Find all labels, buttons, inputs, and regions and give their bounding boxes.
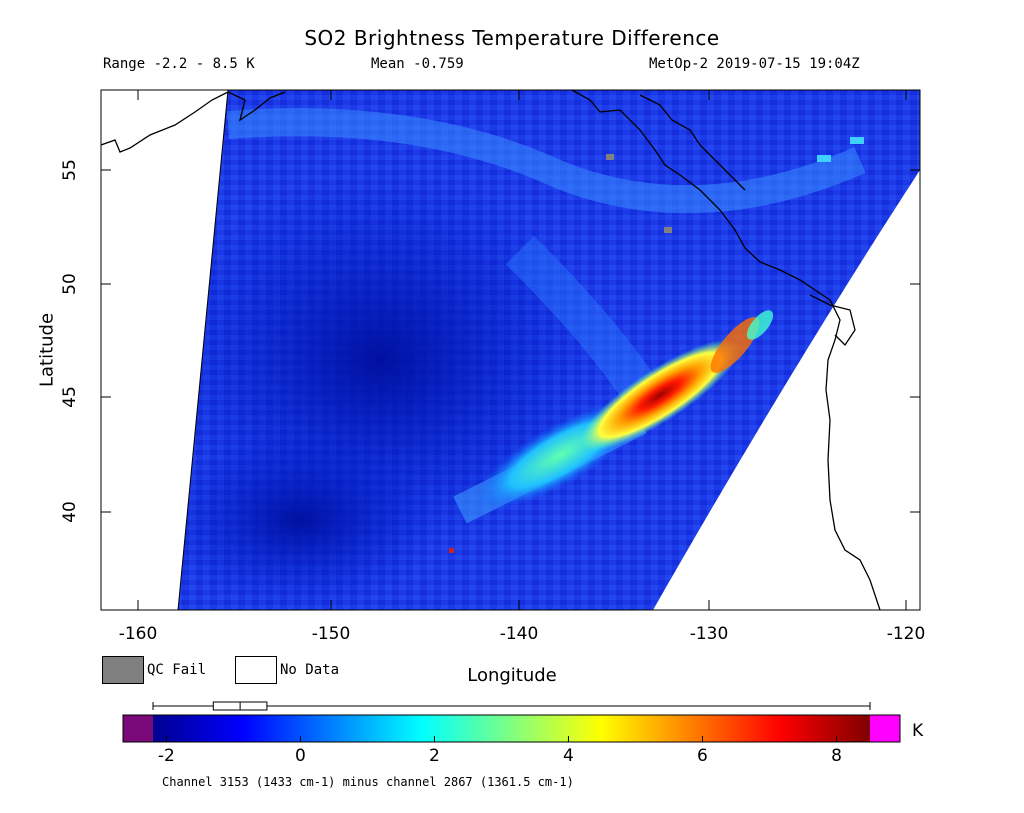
colorbar-tick-label: -2 bbox=[157, 746, 175, 766]
map-frame bbox=[100, 89, 921, 611]
colorbar-frame bbox=[122, 714, 901, 743]
data-swath bbox=[178, 90, 920, 610]
colorbar-tick-label: 0 bbox=[294, 746, 306, 766]
colorbar-tick-marks bbox=[165, 736, 837, 742]
colorbar-under-swatch bbox=[123, 715, 153, 742]
colorbar-tick-label: 8 bbox=[831, 746, 842, 766]
qc-fail-pixel bbox=[606, 154, 614, 160]
x-tick-label: -140 bbox=[499, 624, 539, 644]
mean-label: Mean -0.759 bbox=[371, 56, 464, 72]
x-tick-label: -150 bbox=[311, 624, 351, 644]
coastlines bbox=[101, 90, 881, 610]
range-label: Range -2.2 - 8.5 K bbox=[103, 56, 255, 72]
y-tick-label: 50 bbox=[60, 273, 80, 295]
y-tick-marks bbox=[101, 169, 920, 513]
x-tick-label: -120 bbox=[886, 624, 926, 644]
colorbar-unit: K bbox=[912, 721, 924, 741]
x-tick-label: -130 bbox=[689, 624, 729, 644]
colorbar-boxplot bbox=[152, 701, 871, 711]
qc-fail-label: QC Fail bbox=[147, 662, 207, 678]
no-data-swatch bbox=[235, 656, 277, 684]
x-tick-marks bbox=[137, 90, 907, 610]
colorbar-tick-label: 2 bbox=[429, 746, 440, 766]
qc-fail-swatch bbox=[102, 656, 144, 684]
x-tick-label: -160 bbox=[118, 624, 158, 644]
qc-fail-pixel bbox=[664, 227, 672, 233]
no-data-label: No Data bbox=[280, 662, 340, 678]
colorbar-tick-label: 6 bbox=[697, 746, 708, 766]
colorbar-over-swatch bbox=[870, 715, 900, 742]
channel-caption: Channel 3153 (1433 cm-1) minus channel 2… bbox=[162, 775, 574, 789]
colorbar bbox=[122, 701, 901, 743]
satellite-time-label: MetOp-2 2019-07-15 19:04Z bbox=[649, 56, 860, 72]
x-axis-label: Longitude bbox=[467, 665, 557, 686]
colorbar-tick-label: 4 bbox=[563, 746, 574, 766]
colorbar-gradient bbox=[153, 715, 870, 742]
y-tick-label: 45 bbox=[60, 386, 80, 408]
y-tick-label: 55 bbox=[60, 159, 80, 181]
plume-core bbox=[579, 338, 741, 452]
map-title: SO2 Brightness Temperature Difference bbox=[304, 26, 720, 50]
y-axis-label: Latitude bbox=[36, 312, 58, 388]
y-tick-label: 40 bbox=[60, 501, 80, 523]
